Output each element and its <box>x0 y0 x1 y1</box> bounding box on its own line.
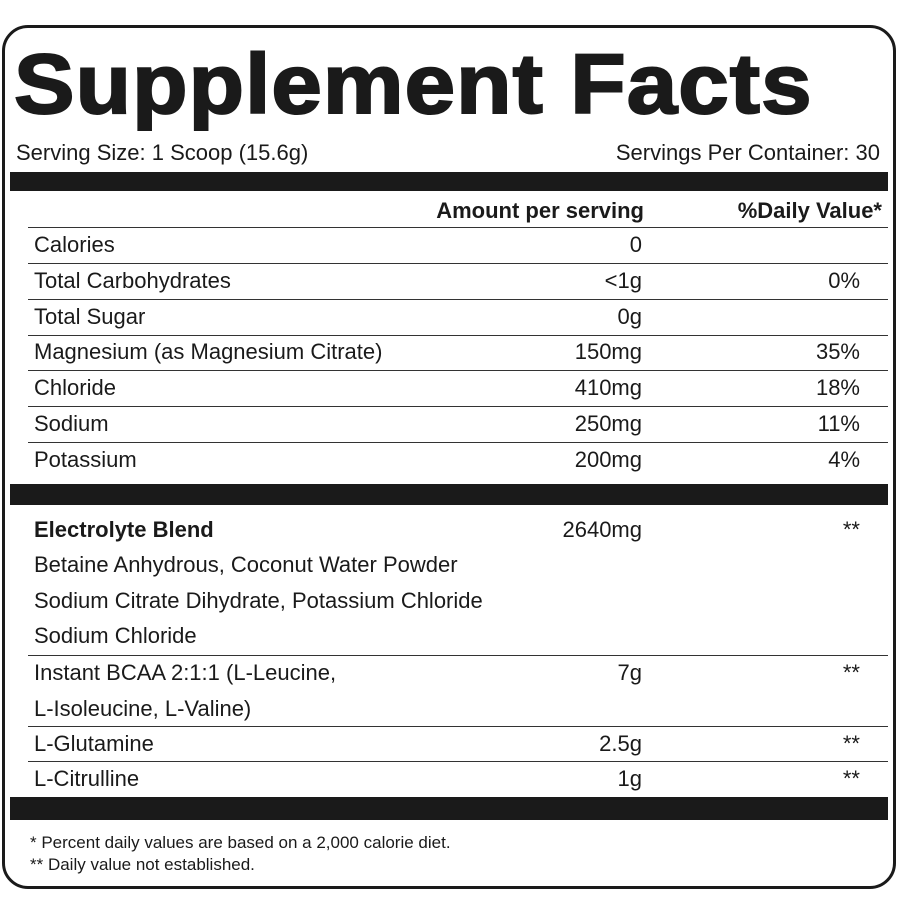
ingredient-row: Instant BCAA 2:1:1 (L-Leucine, L-Isoleuc… <box>28 656 888 727</box>
serving-size: Serving Size: 1 Scoop (15.6g) <box>16 140 309 165</box>
footnote: ** Daily value not established. <box>30 855 255 874</box>
divider-bar <box>10 797 888 820</box>
nutrient-row: Sodium 250mg 11% <box>28 408 888 443</box>
nutrient-row: Total Carbohydrates <1g 0% <box>28 265 888 300</box>
ingredient-amount: 2.5g <box>599 731 642 756</box>
nutrient-amount: 410mg <box>574 375 642 401</box>
nutrient-dv: 18% <box>815 375 860 401</box>
ingredient-dv: ** <box>842 660 860 685</box>
divider <box>28 227 888 228</box>
nutrient-amount: 0 <box>629 232 642 257</box>
ingredient-row: L-Glutamine 2.5g ** <box>28 727 888 762</box>
nutrient-row: Potassium 200mg 4% <box>28 444 888 478</box>
nutrient-name: Calories <box>34 232 115 257</box>
nutrient-amount: 200mg <box>574 446 642 472</box>
nutrient-name: Chloride <box>34 375 116 401</box>
blend-dv: ** <box>842 517 860 542</box>
nutrient-name: Magnesium (as Magnesium Citrate) <box>34 339 383 365</box>
blend-row: Electrolyte Blend 2640mg ** Betaine Anhy… <box>28 515 888 656</box>
ingredient-dv: ** <box>842 766 860 791</box>
nutrient-dv: 4% <box>828 446 860 472</box>
blend-ingredients: Betaine Anhydrous, Coconut Water Powder <box>34 552 458 577</box>
amount-header: Amount per serving <box>436 198 644 223</box>
ingredient-row: L-Citrulline 1g ** <box>28 762 888 796</box>
nutrient-amount: <1g <box>604 267 642 293</box>
nutrient-amount: 150mg <box>574 339 642 365</box>
blend-amount: 2640mg <box>562 517 642 542</box>
ingredient-name: L-Citrulline <box>34 766 140 791</box>
nutrient-amount: 0g <box>617 303 642 329</box>
nutrient-name: Total Sugar <box>34 303 146 329</box>
nutrient-dv: 35% <box>815 339 860 365</box>
nutrient-dv: 0% <box>828 267 860 293</box>
ingredient-name: L-Glutamine <box>34 731 154 756</box>
nutrient-row: Magnesium (as Magnesium Citrate) 150mg 35% <box>28 336 888 372</box>
divider-bar <box>10 484 888 505</box>
ingredient-name: L-Isoleucine, L-Valine) <box>34 696 252 721</box>
blend-ingredients: Sodium Citrate Dihydrate, Potassium Chlo… <box>34 588 483 613</box>
ingredient-amount: 7g <box>617 660 642 685</box>
nutrient-name: Total Carbohydrates <box>34 267 231 293</box>
nutrient-row: Total Sugar 0g <box>28 301 888 336</box>
ingredient-name: Instant BCAA 2:1:1 (L-Leucine, <box>34 660 337 685</box>
footnote: * Percent daily values are based on a 2,… <box>30 833 451 852</box>
nutrient-row: Chloride 410mg 18% <box>28 372 888 408</box>
nutrient-row: Calories 0 <box>28 229 888 264</box>
label-border <box>2 25 896 889</box>
nutrient-name: Potassium <box>34 446 137 472</box>
blend-name: Electrolyte Blend <box>34 517 214 542</box>
ingredient-dv: ** <box>842 731 860 756</box>
nutrient-amount: 250mg <box>574 411 642 436</box>
divider-bar <box>10 172 888 191</box>
dv-header: %Daily Value* <box>737 198 882 223</box>
servings-per-container: Servings Per Container: 30 <box>615 140 880 165</box>
blend-ingredients: Sodium Chloride <box>34 623 197 648</box>
ingredient-amount: 1g <box>617 766 642 791</box>
nutrient-name: Sodium <box>34 411 109 436</box>
label-title: Supplement Facts <box>13 36 813 132</box>
nutrient-dv: 11% <box>817 411 860 436</box>
